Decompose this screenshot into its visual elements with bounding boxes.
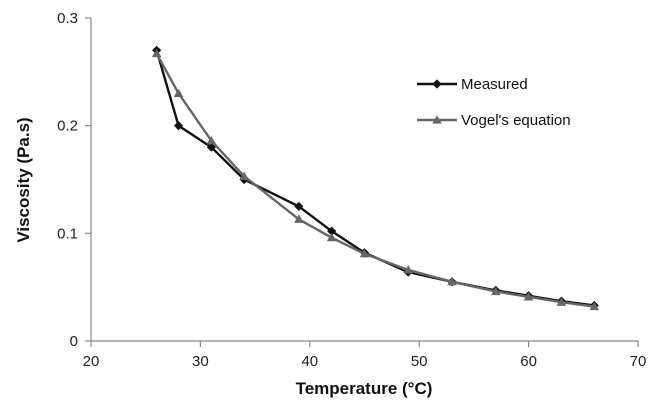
x-axis-ticks: 20 30 40 50 60 70 xyxy=(83,341,647,370)
legend-swatch-marker xyxy=(432,115,442,124)
y-tick-label: 0.1 xyxy=(57,225,78,242)
x-tick-label: 20 xyxy=(83,353,100,370)
data-point xyxy=(151,48,162,58)
legend-label: Vogel's equation xyxy=(461,112,571,129)
x-tick-label: 60 xyxy=(520,353,537,370)
series-measured xyxy=(152,45,599,311)
x-tick-label: 40 xyxy=(301,353,318,370)
x-tick-label: 30 xyxy=(192,353,209,370)
y-axis-ticks: 0 0.1 0.2 0.3 xyxy=(57,10,91,350)
y-tick-label: 0.2 xyxy=(57,118,78,135)
x-axis-title: Temperature (°C) xyxy=(296,379,433,398)
data-point xyxy=(173,88,184,97)
legend-label: Measured xyxy=(461,76,528,93)
data-point xyxy=(589,301,600,311)
data-point xyxy=(490,286,501,296)
data-point xyxy=(326,232,337,242)
data-point xyxy=(403,265,414,274)
data-point xyxy=(327,226,337,236)
y-axis-title: Viscosity (Pa.s) xyxy=(14,117,33,242)
data-point xyxy=(206,135,217,145)
data-point xyxy=(294,201,304,212)
data-point xyxy=(239,171,249,180)
y-tick-label: 0.3 xyxy=(57,10,78,27)
data-point xyxy=(523,292,534,301)
data-point xyxy=(294,214,304,223)
data-point xyxy=(447,276,457,286)
legend-item: Measured xyxy=(417,76,528,93)
legend-swatch-marker xyxy=(432,79,442,89)
legend: Measured Vogel's equation xyxy=(417,76,571,129)
legend-item: Vogel's equation xyxy=(417,112,571,129)
series-line xyxy=(155,49,595,307)
x-tick-label: 70 xyxy=(630,353,647,370)
series-layer xyxy=(151,45,600,311)
data-point xyxy=(173,121,184,131)
x-tick-label: 50 xyxy=(411,353,428,370)
data-point xyxy=(556,297,567,306)
series-vogels-equation xyxy=(151,48,600,311)
y-tick-label: 0 xyxy=(70,333,78,350)
series-line xyxy=(155,52,595,308)
data-point xyxy=(359,248,370,258)
